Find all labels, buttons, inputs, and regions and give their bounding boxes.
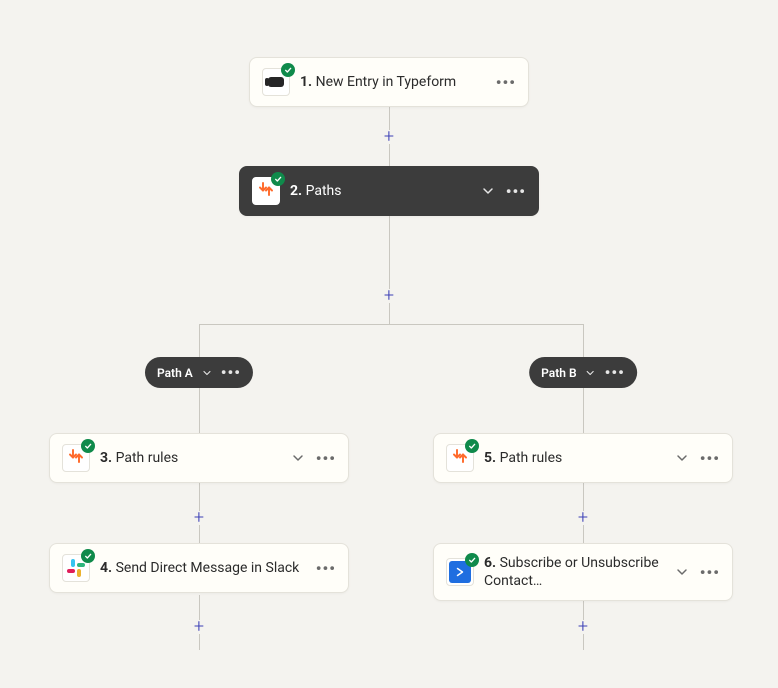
- more-icon[interactable]: •••: [316, 559, 336, 578]
- status-badge-success: [465, 439, 479, 453]
- typeform-icon: [268, 77, 284, 87]
- app-icon: [62, 554, 90, 582]
- connector-vertical: [389, 216, 390, 324]
- connector-vertical: [199, 324, 200, 358]
- app-icon: [446, 558, 474, 586]
- status-badge-success: [271, 172, 285, 186]
- add-step-button[interactable]: +: [576, 620, 590, 634]
- step-actions: •••: [674, 563, 720, 582]
- connector-vertical: [583, 382, 584, 434]
- more-icon[interactable]: •••: [221, 363, 241, 382]
- step-label: 2. Paths: [290, 182, 470, 200]
- app-icon: [262, 68, 290, 96]
- connector-horizontal: [199, 324, 583, 325]
- step-actions: •••: [496, 73, 516, 92]
- status-badge-success: [465, 553, 479, 567]
- more-icon[interactable]: •••: [700, 563, 720, 582]
- step-label: 6. Subscribe or Unsubscribe Contact…: [484, 554, 664, 590]
- add-step-button[interactable]: +: [576, 511, 590, 525]
- step-actions: •••: [316, 559, 336, 578]
- step-card[interactable]: 5. Path rules •••: [433, 433, 733, 483]
- more-icon[interactable]: •••: [700, 449, 720, 468]
- more-icon[interactable]: •••: [316, 449, 336, 468]
- path-pill[interactable]: Path A •••: [145, 357, 253, 388]
- step-card[interactable]: 6. Subscribe or Unsubscribe Contact… •••: [433, 543, 733, 601]
- path-label: Path A: [157, 366, 193, 380]
- step-actions: •••: [480, 182, 526, 201]
- step-actions: •••: [674, 449, 720, 468]
- add-step-button[interactable]: +: [382, 289, 396, 303]
- path-label: Path B: [541, 366, 576, 380]
- workflow-canvas: ++++++Path A•••Path B•••1. New Entry in …: [0, 0, 778, 688]
- more-icon[interactable]: •••: [605, 363, 625, 382]
- chevron-down-icon[interactable]: [480, 183, 496, 199]
- app-icon: [252, 177, 280, 205]
- connector-vertical: [199, 382, 200, 434]
- step-actions: •••: [290, 449, 336, 468]
- step-label: 1. New Entry in Typeform: [300, 73, 486, 91]
- more-icon[interactable]: •••: [506, 182, 526, 201]
- chevron-down-icon[interactable]: [674, 450, 690, 466]
- app-icon: [446, 444, 474, 472]
- chevron-down-icon[interactable]: [674, 564, 690, 580]
- path-pill[interactable]: Path B •••: [529, 357, 637, 388]
- status-badge-success: [281, 63, 295, 77]
- step-label: 4. Send Direct Message in Slack: [100, 559, 306, 577]
- connector-vertical: [583, 324, 584, 358]
- step-card[interactable]: 1. New Entry in Typeform •••: [249, 57, 529, 107]
- add-step-button[interactable]: +: [192, 511, 206, 525]
- more-icon[interactable]: •••: [496, 73, 516, 92]
- step-card[interactable]: 4. Send Direct Message in Slack •••: [49, 543, 349, 593]
- step-card[interactable]: 2. Paths •••: [239, 166, 539, 216]
- add-step-button[interactable]: +: [192, 620, 206, 634]
- step-label: 3. Path rules: [100, 449, 280, 467]
- chevron-down-icon[interactable]: [585, 367, 597, 379]
- step-label: 5. Path rules: [484, 449, 664, 467]
- status-badge-success: [81, 439, 95, 453]
- chevron-down-icon[interactable]: [290, 450, 306, 466]
- step-card[interactable]: 3. Path rules •••: [49, 433, 349, 483]
- status-badge-success: [81, 549, 95, 563]
- chevron-down-icon[interactable]: [201, 367, 213, 379]
- add-step-button[interactable]: +: [382, 130, 396, 144]
- slack-icon: [67, 559, 85, 577]
- app-icon: [62, 444, 90, 472]
